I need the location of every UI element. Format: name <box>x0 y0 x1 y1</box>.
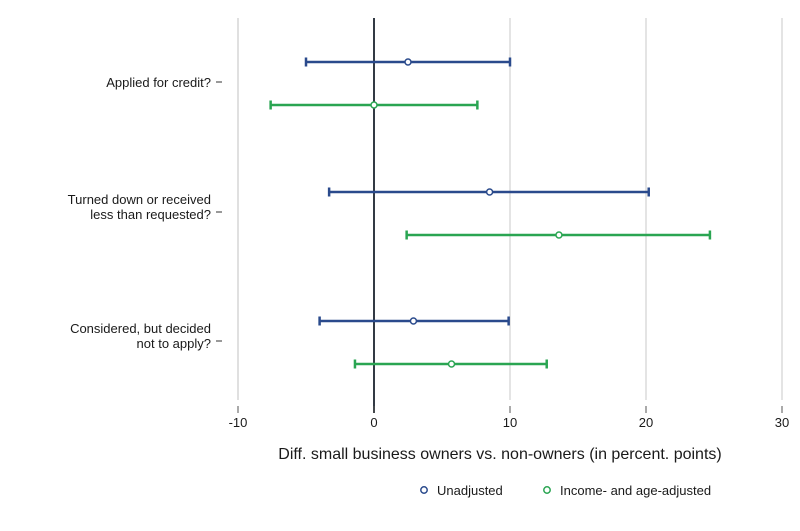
category-labels: Applied for credit? Turned down or receiv… <box>68 75 222 351</box>
category-label: Considered, but decided <box>70 321 211 336</box>
category-label: Applied for credit? <box>106 75 211 90</box>
error-bar-adjusted <box>269 100 479 110</box>
x-tick-label: 20 <box>639 415 653 430</box>
error-bar-adjusted <box>405 230 712 240</box>
legend-label: Unadjusted <box>437 483 503 498</box>
point-estimate <box>447 360 456 368</box>
error-bar-adjusted <box>353 359 548 369</box>
x-tick-label: 30 <box>775 415 789 430</box>
x-tick-label: 10 <box>503 415 517 430</box>
x-tick-label: 0 <box>370 415 377 430</box>
legend: Unadjusted Income- and age-adjusted <box>420 483 711 498</box>
error-bar-unadjusted <box>304 57 512 67</box>
error-bars <box>269 57 712 369</box>
point-estimate <box>409 317 418 325</box>
x-tick-label: -10 <box>229 415 248 430</box>
category-label: Turned down or received <box>68 192 211 207</box>
legend-marker <box>420 486 428 494</box>
error-bar-unadjusted <box>318 316 510 326</box>
category-label: not to apply? <box>137 336 211 351</box>
legend-label: Income- and age-adjusted <box>560 483 711 498</box>
x-axis-title: Diff. small business owners vs. non-owne… <box>278 446 721 463</box>
gridlines <box>237 18 783 400</box>
category-label: less than requested? <box>90 207 211 222</box>
x-axis-ticks: -10 0 10 20 30 <box>229 406 789 430</box>
point-estimate <box>370 101 378 109</box>
legend-marker <box>543 486 551 494</box>
error-bar-unadjusted <box>327 187 650 197</box>
point-estimate <box>404 58 412 66</box>
point-estimate <box>555 231 563 239</box>
point-estimate <box>485 188 494 196</box>
